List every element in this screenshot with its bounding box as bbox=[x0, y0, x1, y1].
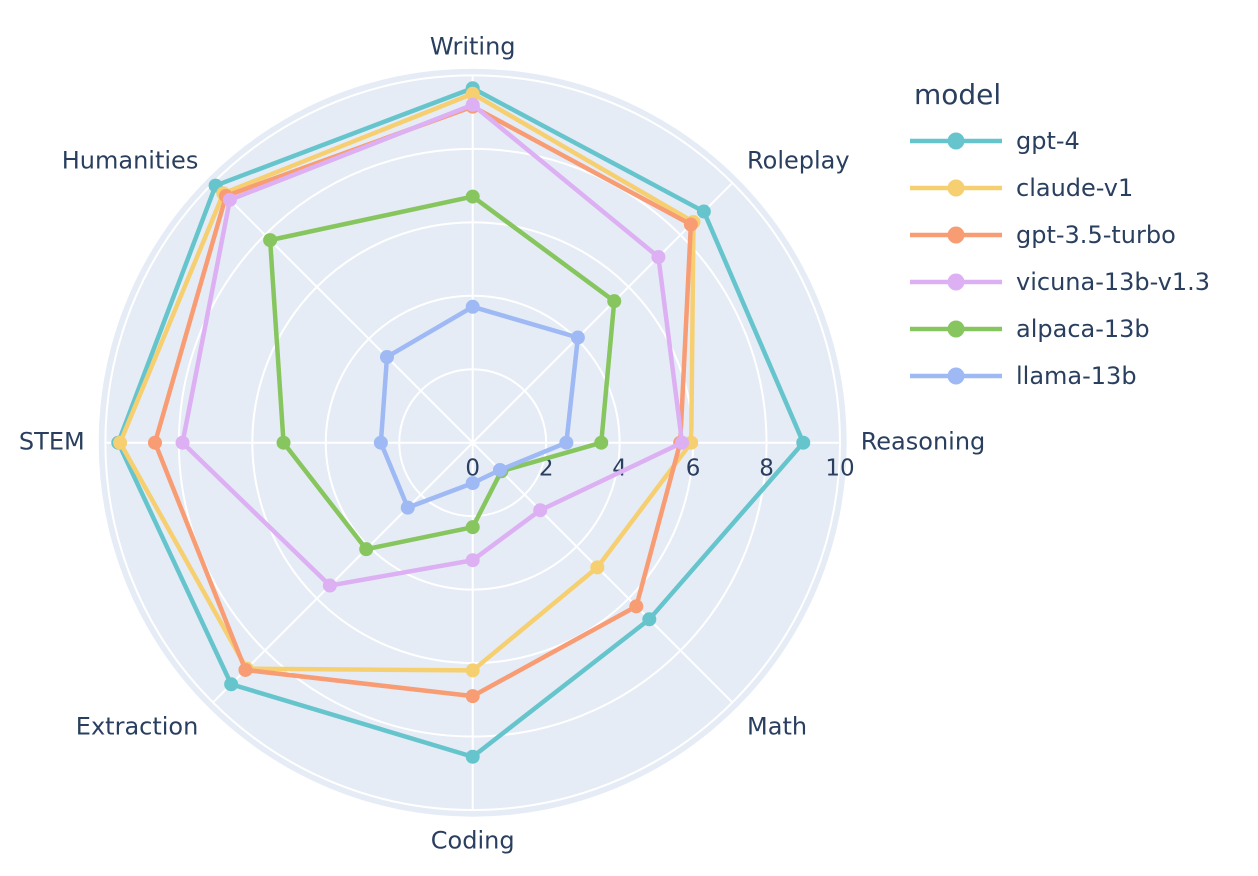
series-alpaca-13b bbox=[263, 189, 622, 557]
data-point-gpt-4-math[interactable] bbox=[642, 612, 657, 627]
data-point-llama-13b-reasoning[interactable] bbox=[559, 435, 574, 450]
series-gpt-3.5-turbo bbox=[147, 99, 698, 704]
data-point-gpt-4-coding[interactable] bbox=[465, 749, 480, 764]
angular-spoke-humanities bbox=[212, 182, 474, 444]
legend-item-gpt-3.5-turbo[interactable]: gpt-3.5-turbo bbox=[908, 221, 1210, 249]
legend-label-vicuna-13b-v1.3: vicuna-13b-v1.3 bbox=[1016, 268, 1211, 296]
legend-swatch-claude-v1 bbox=[910, 179, 1002, 197]
legend-item-llama-13b[interactable]: llama-13b bbox=[908, 362, 1210, 390]
angular-spoke-extraction bbox=[212, 441, 474, 704]
radial-tick-label-2: 2 bbox=[539, 456, 554, 482]
data-point-claude-v1-writing[interactable] bbox=[465, 86, 480, 101]
data-point-llama-13b-extraction[interactable] bbox=[400, 500, 415, 515]
axis-label-extraction: Extraction bbox=[76, 713, 199, 741]
data-point-vicuna-13b-v1.3-math[interactable] bbox=[533, 503, 548, 518]
legend-label-gpt-4: gpt-4 bbox=[1016, 127, 1080, 155]
data-point-gpt-4-roleplay[interactable] bbox=[696, 204, 711, 219]
radial-tick-label-10: 10 bbox=[825, 456, 854, 482]
angular-spoke-math bbox=[471, 441, 734, 704]
data-point-vicuna-13b-v1.3-extraction[interactable] bbox=[322, 578, 337, 593]
data-point-alpaca-13b-humanities[interactable] bbox=[263, 233, 278, 248]
legend-item-gpt-4[interactable]: gpt-4 bbox=[908, 127, 1210, 155]
legend-item-vicuna-13b-v1.3[interactable]: vicuna-13b-v1.3 bbox=[908, 268, 1211, 296]
data-point-gpt-3.5-turbo-extraction[interactable] bbox=[238, 662, 253, 677]
radial-tick-label-8: 8 bbox=[759, 456, 774, 482]
data-point-alpaca-13b-coding[interactable] bbox=[465, 520, 480, 535]
axis-label-stem: STEM bbox=[19, 428, 85, 456]
data-point-gpt-3.5-turbo-coding[interactable] bbox=[465, 689, 480, 704]
legend-label-alpaca-13b: alpaca-13b bbox=[1016, 315, 1150, 343]
axis-label-reasoning: Reasoning bbox=[861, 428, 986, 456]
axis-label-writing: Writing bbox=[430, 33, 516, 61]
series-vicuna-13b-v1.3 bbox=[175, 97, 690, 593]
legend-item-alpaca-13b[interactable]: alpaca-13b bbox=[908, 315, 1210, 343]
legend-label-llama-13b: llama-13b bbox=[1016, 362, 1137, 390]
data-point-alpaca-13b-extraction[interactable] bbox=[359, 542, 374, 557]
data-point-gpt-4-reasoning[interactable] bbox=[796, 435, 811, 450]
data-point-gpt-3.5-turbo-math[interactable] bbox=[629, 599, 644, 614]
data-point-llama-13b-stem[interactable] bbox=[373, 435, 388, 450]
legend: model gpt-4 claude-v1 gpt-3.5-turbo vicuna-… bbox=[908, 78, 1210, 411]
data-point-alpaca-13b-reasoning[interactable] bbox=[594, 435, 609, 450]
data-point-gpt-4-extraction[interactable] bbox=[224, 677, 239, 692]
axis-label-roleplay: Roleplay bbox=[747, 146, 850, 174]
legend-swatch-gpt-3.5-turbo bbox=[910, 226, 1002, 244]
data-point-llama-13b-writing[interactable] bbox=[465, 299, 480, 314]
data-point-vicuna-13b-v1.3-reasoning[interactable] bbox=[675, 435, 690, 450]
legend-items: gpt-4 claude-v1 gpt-3.5-turbo vicuna-13b-v1… bbox=[908, 127, 1211, 390]
radial-tick-label-0: 0 bbox=[465, 456, 480, 482]
data-point-vicuna-13b-v1.3-roleplay[interactable] bbox=[651, 249, 666, 264]
data-point-vicuna-13b-v1.3-writing[interactable] bbox=[465, 97, 480, 112]
data-point-llama-13b-coding[interactable] bbox=[465, 476, 480, 491]
data-point-vicuna-13b-v1.3-stem[interactable] bbox=[175, 435, 190, 450]
data-point-vicuna-13b-v1.3-coding[interactable] bbox=[465, 553, 480, 568]
data-point-alpaca-13b-writing[interactable] bbox=[465, 189, 480, 204]
legend-swatch-llama-13b bbox=[910, 367, 1002, 385]
legend-label-gpt-3.5-turbo: gpt-3.5-turbo bbox=[1016, 221, 1176, 249]
legend-item-claude-v1[interactable]: claude-v1 bbox=[908, 174, 1210, 202]
legend-swatch-gpt-4 bbox=[910, 132, 1002, 150]
data-point-llama-13b-humanities[interactable] bbox=[379, 349, 394, 364]
data-point-alpaca-13b-roleplay[interactable] bbox=[607, 294, 622, 309]
radial-tick-label-6: 6 bbox=[686, 456, 701, 482]
data-point-llama-13b-roleplay[interactable] bbox=[570, 330, 585, 345]
data-point-alpaca-13b-stem[interactable] bbox=[276, 435, 291, 450]
data-point-gpt-3.5-turbo-stem[interactable] bbox=[147, 435, 162, 450]
data-point-claude-v1-math[interactable] bbox=[590, 560, 605, 575]
legend-label-claude-v1: claude-v1 bbox=[1016, 174, 1134, 202]
data-point-gpt-3.5-turbo-roleplay[interactable] bbox=[683, 217, 698, 232]
data-point-claude-v1-stem[interactable] bbox=[113, 435, 128, 450]
axis-label-math: Math bbox=[747, 713, 807, 741]
axis-label-coding: Coding bbox=[431, 826, 515, 854]
legend-swatch-vicuna-13b-v1.3 bbox=[910, 273, 1002, 291]
series-llama-13b bbox=[373, 299, 585, 515]
data-point-claude-v1-coding[interactable] bbox=[465, 663, 480, 678]
axis-label-humanities: Humanities bbox=[62, 146, 199, 174]
data-point-vicuna-13b-v1.3-humanities[interactable] bbox=[222, 192, 237, 207]
legend-title: model bbox=[914, 78, 1002, 111]
legend-swatch-alpaca-13b bbox=[910, 320, 1002, 338]
data-point-llama-13b-math[interactable] bbox=[492, 462, 507, 477]
